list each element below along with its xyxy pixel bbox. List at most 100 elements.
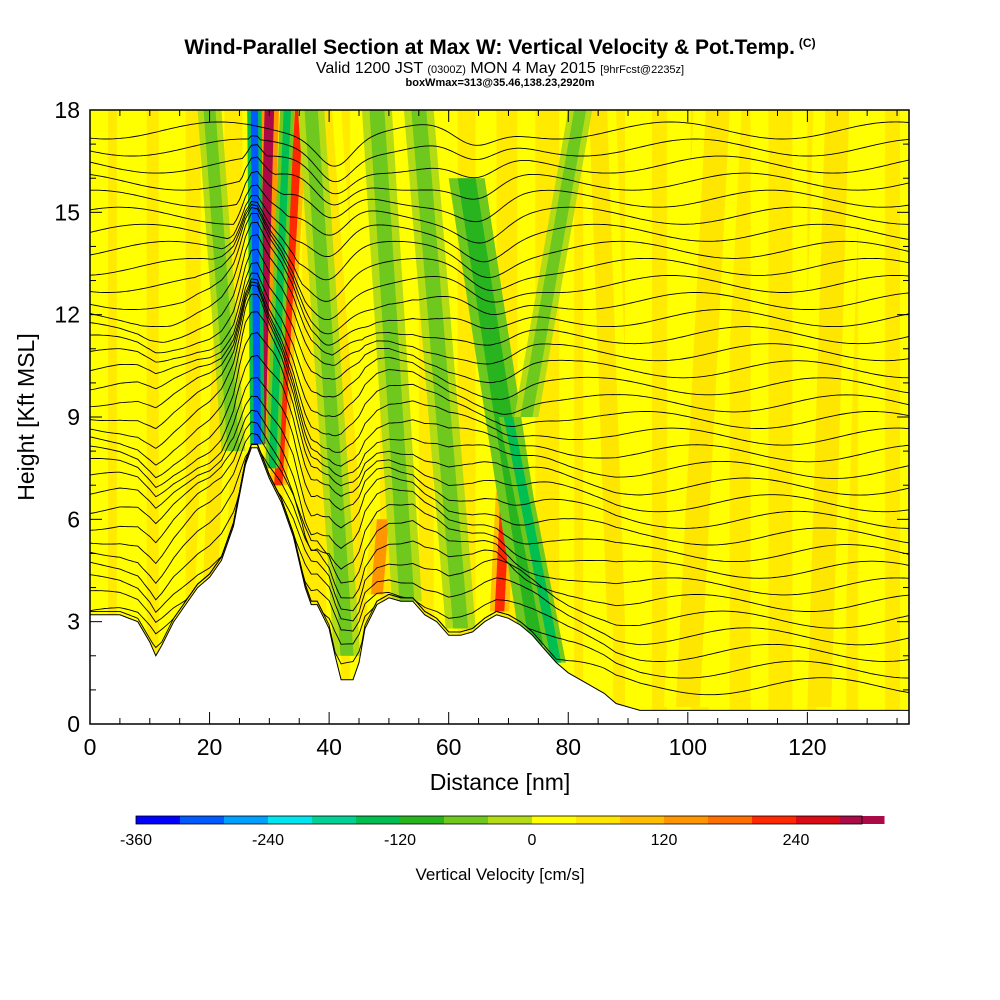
x-tick-label: 120 — [788, 734, 826, 760]
theta-contour-line — [90, 355, 909, 513]
colorbar-tick-label: -120 — [384, 832, 416, 849]
colorbar-bin — [312, 816, 357, 824]
colorbar-bin — [752, 816, 797, 824]
theta-contour-line — [90, 200, 909, 281]
downdraft-band — [304, 110, 354, 656]
streak — [146, 110, 159, 724]
theta-contour-line — [90, 395, 909, 546]
y-tick-label: 15 — [54, 199, 80, 225]
box-max-info: boxWmax=313@35.46,138.23,2920m — [405, 77, 595, 89]
x-tick-label: 40 — [316, 734, 342, 760]
chart-subtitle: Valid 1200 JST (0300Z) MON 4 May 2015 [9… — [0, 60, 1000, 78]
theta-contour-line — [90, 156, 909, 206]
y-tick-label: 12 — [54, 302, 80, 328]
theta-contour-line — [90, 221, 909, 346]
theta-contour-line — [90, 284, 909, 453]
theta-contour-line — [90, 272, 909, 400]
colorbar-tick-label: 0 — [528, 832, 537, 849]
streak — [885, 110, 901, 724]
theta-contour-line — [90, 184, 909, 244]
downdraft-band — [268, 110, 291, 469]
streak — [768, 110, 793, 724]
theta-contour-line — [90, 443, 909, 612]
copyright-mark: (C) — [798, 36, 816, 50]
downdraft-band — [411, 110, 469, 629]
theta-contour-line — [90, 421, 909, 579]
colorbar-bin — [400, 816, 445, 824]
theta-contour-line — [90, 443, 909, 629]
theta-contours — [90, 121, 909, 696]
y-tick-label: 18 — [54, 97, 80, 123]
colorbar-tick-label: 240 — [783, 832, 810, 849]
y-tick-label: 3 — [67, 609, 80, 635]
y-tick-label: 9 — [67, 404, 80, 430]
theta-contour-line — [90, 170, 909, 223]
x-tick-label: 20 — [197, 734, 223, 760]
theta-contour-line — [90, 195, 909, 263]
theta-contour-line — [90, 432, 909, 596]
theta-contour-line — [90, 443, 909, 646]
downdraft-band — [369, 110, 415, 602]
theta-contour-line — [90, 409, 909, 563]
streak — [729, 110, 751, 724]
colorbar-bin — [356, 816, 401, 824]
x-axis-ticks: 0 20 40 60 80 100 120 — [84, 110, 898, 760]
colorbar-bin — [136, 816, 181, 824]
colorbar: -360 -240 -120 0 120 240 — [120, 815, 885, 849]
chart-title: Wind-Parallel Section at Max W: Vertical… — [0, 36, 1000, 60]
theta-contour-line — [90, 262, 909, 384]
theta-contour-line — [90, 135, 909, 183]
colorbar-bin — [268, 816, 313, 824]
chart-title-text: Wind-Parallel Section at Max W: Vertical… — [184, 36, 795, 59]
theta-contour-line — [90, 311, 909, 479]
forecast-info: [9hrFcst@2235z] — [600, 64, 685, 76]
x-tick-label: 0 — [84, 734, 97, 760]
y-tick-label: 0 — [67, 711, 80, 737]
colorbar-bin — [796, 816, 841, 824]
theta-contour-line — [90, 293, 909, 467]
theta-contour-line — [90, 234, 909, 356]
downdraft-band — [250, 110, 261, 445]
colorbar-title: Vertical Velocity [cm/s] — [415, 865, 584, 884]
x-tick-label: 60 — [436, 734, 462, 760]
streak — [574, 110, 584, 724]
plot-area — [90, 110, 909, 724]
streak — [107, 110, 117, 724]
updraft-band — [807, 110, 850, 707]
theta-contour-line — [90, 248, 909, 366]
streak — [846, 110, 859, 724]
theta-contour-line — [90, 332, 909, 496]
x-tick-label: 100 — [669, 734, 707, 760]
y-axis-title: Height [Kft MSL] — [13, 333, 39, 500]
y-axis-ticks: 0 3 6 9 12 15 18 — [54, 97, 909, 737]
colorbar-tick-label: 120 — [651, 832, 678, 849]
colorbar-bin — [180, 816, 225, 824]
theta-contour-line — [90, 121, 909, 167]
theta-contour-line — [90, 144, 909, 195]
theta-contour-line — [90, 281, 909, 437]
theta-contour-line — [90, 212, 909, 335]
theta-contour-line — [90, 203, 909, 302]
colorbar-bin — [708, 816, 753, 824]
colorbar-bin — [620, 816, 665, 824]
downdraft-band — [520, 110, 587, 417]
updraft-band — [589, 110, 625, 622]
valid-date: MON 4 May 2015 — [470, 60, 596, 77]
x-tick-label: 80 — [555, 734, 581, 760]
colorbar-tick-label: -360 — [120, 832, 152, 849]
colorbar-bin — [532, 816, 577, 824]
colorbar-frame — [135, 815, 863, 825]
x-axis-title: Distance [nm] — [430, 769, 571, 795]
colorbar-bin — [576, 816, 621, 824]
valid-time: Valid 1200 JST — [315, 60, 423, 77]
y-tick-label: 6 — [67, 506, 80, 532]
colorbar-bin — [224, 816, 269, 824]
streak — [651, 110, 667, 724]
updraft-band — [371, 519, 389, 595]
terrain-profile — [90, 447, 909, 724]
theta-contour-line — [90, 207, 909, 321]
colorbar-tick-label: -240 — [252, 832, 284, 849]
valid-utc: (0300Z) — [427, 64, 466, 76]
colorbar-bin — [664, 816, 709, 824]
